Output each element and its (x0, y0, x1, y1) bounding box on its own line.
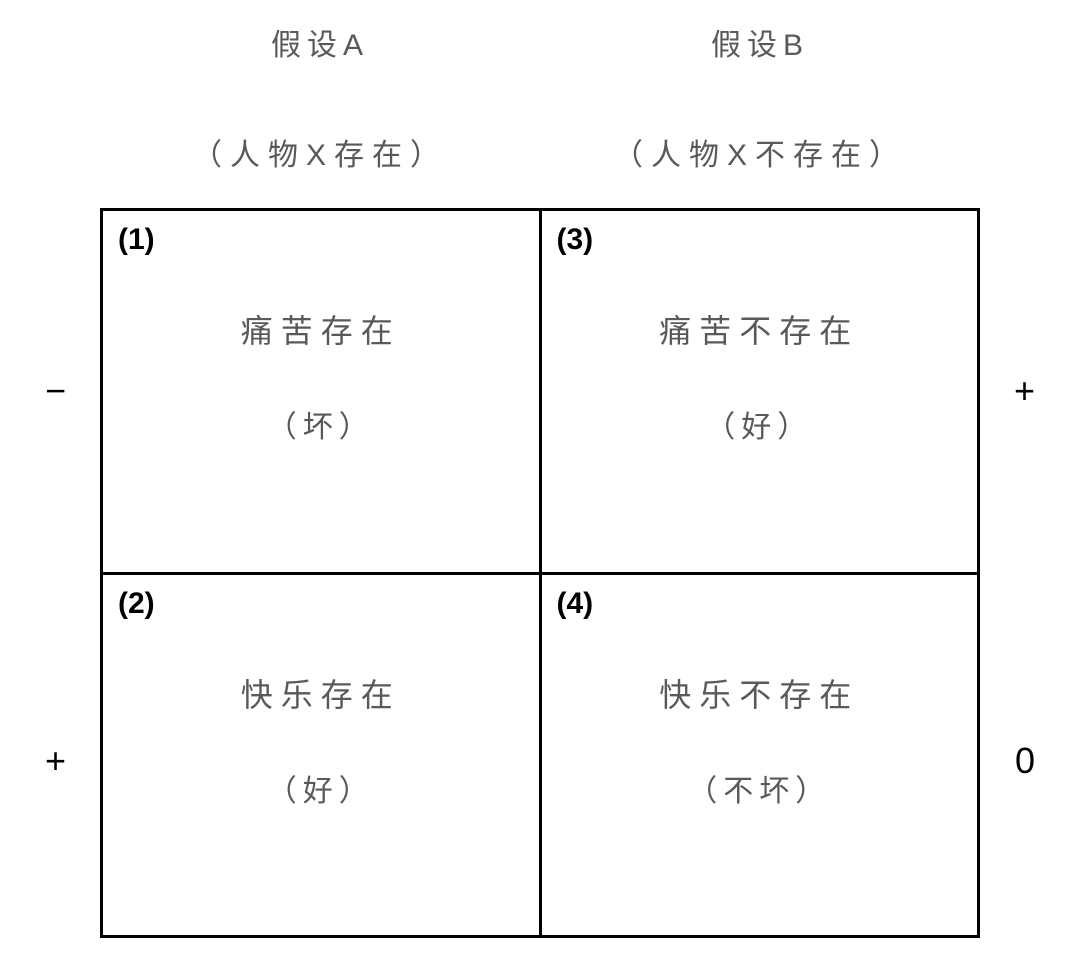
column-a-header: 假设A (100, 20, 540, 64)
cell-2-content: 快乐存在 （好） (241, 670, 401, 810)
cell-3-number: (3) (557, 223, 594, 257)
column-a-subheader: （人物X存在） (100, 130, 540, 174)
grid-2x2: (1) 痛苦存在 （坏） (3) 痛苦不存在 （好） (2) 快乐存在 （好） (100, 208, 980, 938)
row2-label-left: + (45, 740, 66, 782)
row1-label-right: + (1014, 370, 1035, 412)
cell-3-sub: （好） (705, 402, 813, 446)
cell-3-main: 痛苦不存在 (659, 306, 859, 352)
cell-1-sub: （坏） (267, 402, 375, 446)
grid-row-1: (1) 痛苦存在 （坏） (3) 痛苦不存在 （好） (103, 211, 977, 575)
cell-4-content: 快乐不存在 （不坏） (659, 670, 859, 810)
cell-1-content: 痛苦存在 （坏） (241, 306, 401, 446)
column-b-title: 假设B (540, 20, 980, 64)
grid-row-2: (2) 快乐存在 （好） (4) 快乐不存在 （不坏） (103, 575, 977, 936)
cell-4-main: 快乐不存在 (659, 670, 859, 716)
cell-4: (4) 快乐不存在 （不坏） (542, 575, 978, 936)
cell-1: (1) 痛苦存在 （坏） (103, 211, 542, 572)
column-b-subheader: （人物X不存在） (540, 130, 980, 174)
column-a-subtitle: （人物X存在） (100, 130, 540, 174)
row1-label-left: − (45, 370, 66, 412)
column-b-subtitle: （人物X不存在） (540, 130, 980, 174)
cell-2: (2) 快乐存在 （好） (103, 575, 542, 936)
cell-1-number: (1) (118, 223, 155, 257)
cell-2-sub: （好） (267, 766, 375, 810)
column-b-header: 假设B (540, 20, 980, 64)
cell-2-main: 快乐存在 (241, 670, 401, 716)
cell-3-content: 痛苦不存在 （好） (659, 306, 859, 446)
cell-4-sub: （不坏） (687, 766, 831, 810)
column-subheaders: （人物X存在） （人物X不存在） (100, 130, 980, 174)
cell-2-number: (2) (118, 587, 155, 621)
column-headers: 假设A 假设B (100, 20, 980, 64)
diagram-container: 假设A 假设B （人物X存在） （人物X不存在） − + + 0 (1) 痛苦存… (0, 0, 1080, 974)
cell-4-number: (4) (557, 587, 594, 621)
cell-1-main: 痛苦存在 (241, 306, 401, 352)
column-a-title: 假设A (100, 20, 540, 64)
row2-label-right: 0 (1015, 740, 1035, 782)
cell-3: (3) 痛苦不存在 （好） (542, 211, 978, 572)
